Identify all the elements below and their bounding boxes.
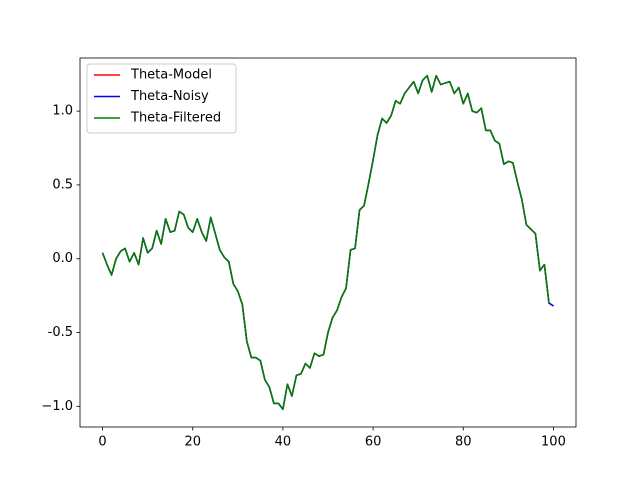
- y-tick-label: −1.0: [41, 399, 73, 414]
- x-tick-label: 100: [541, 435, 566, 450]
- x-tick-label: 60: [365, 435, 382, 450]
- x-tick-label: 40: [275, 435, 292, 450]
- y-tick-label: 1.0: [52, 104, 73, 119]
- plot-frame: [79, 57, 577, 428]
- y-tick-label: -0.5: [48, 325, 73, 340]
- legend-box: [86, 63, 237, 134]
- x-tick-label: 20: [184, 435, 201, 450]
- y-tick-label: 0.5: [52, 177, 73, 192]
- legend-label: Theta-Noisy: [130, 89, 209, 104]
- x-tick-label: 0: [98, 435, 106, 450]
- x-tick-label: 80: [455, 435, 472, 450]
- legend-label: Theta-Filtered: [130, 111, 221, 126]
- y-tick-label: 0.0: [52, 251, 73, 266]
- legend-label: Theta-Model: [130, 68, 212, 83]
- series-line: [101, 74, 550, 411]
